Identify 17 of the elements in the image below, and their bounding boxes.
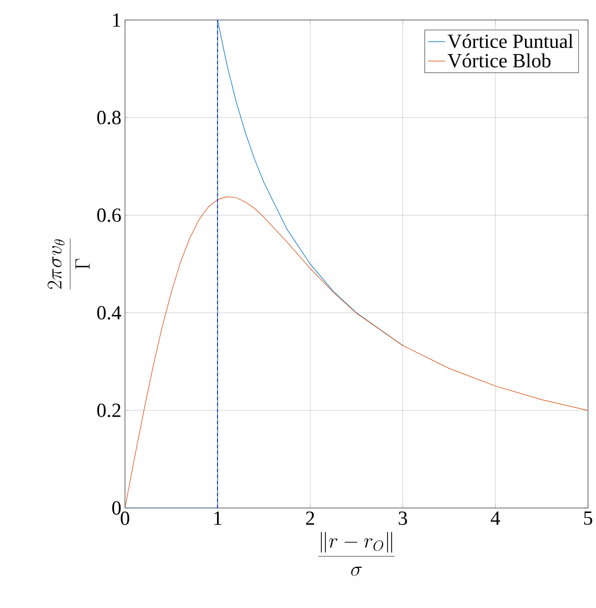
x-tick-label: 4	[490, 512, 500, 525]
y-tick-label: 0	[112, 501, 121, 515]
y-tick-label: 0.4	[97, 306, 121, 320]
x-tick-label: 2	[306, 512, 314, 525]
y-tick-label: 0.2	[97, 404, 120, 418]
legend-label: Vórtice Puntual	[448, 34, 573, 48]
y-tick-label: 0.6	[97, 208, 121, 222]
y-axis-title: $\frac{2\pi\sigma v_\theta}{\Gamma}$	[47, 238, 90, 290]
x-tick-label: 3	[398, 512, 407, 525]
line-series	[124, 196, 588, 508]
x-tick-label: 1	[214, 512, 222, 525]
legend-label: Vórtice Blob	[448, 53, 550, 68]
y-tick-label: 0.8	[97, 110, 121, 124]
x-tick-label: 0	[120, 512, 130, 526]
x-axis-title: $\frac{\|r-r_O\|}{\sigma}$	[318, 532, 395, 576]
y-tick-label: 1	[113, 13, 120, 27]
x-tick-label: 5	[584, 512, 592, 525]
